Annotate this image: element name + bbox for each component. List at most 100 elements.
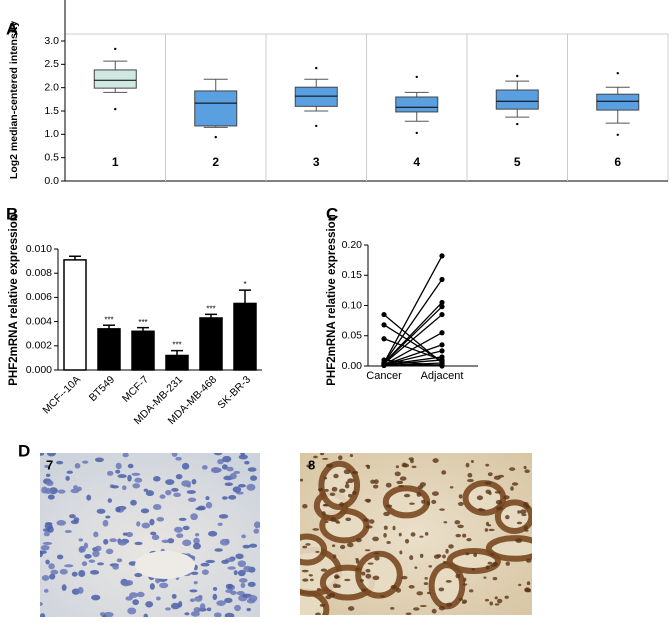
nucleus (465, 462, 470, 468)
nucleus (339, 502, 344, 507)
nucleus (401, 575, 408, 580)
nucleus (212, 593, 218, 601)
nucleus (439, 508, 445, 511)
micrograph (40, 453, 260, 617)
nucleus (224, 482, 233, 487)
nucleus (315, 550, 320, 553)
nucleus (190, 571, 199, 576)
nucleus (445, 548, 449, 554)
nucleus (122, 532, 128, 536)
x-tick-label: SK-BR-3 (215, 373, 253, 411)
nucleus (363, 518, 370, 522)
nucleus (419, 482, 426, 487)
nucleus (335, 584, 341, 589)
nucleus (50, 569, 59, 575)
nucleus (484, 481, 492, 485)
nucleus (153, 476, 161, 482)
nucleus (441, 470, 447, 475)
nucleus (186, 490, 196, 495)
point (439, 299, 445, 306)
nucleus (399, 550, 403, 555)
nucleus (313, 455, 318, 459)
nucleus (141, 522, 151, 529)
nucleus (426, 591, 431, 595)
nucleus (86, 494, 92, 501)
nucleus (145, 490, 155, 497)
y-tick-label: 0.5 (44, 151, 59, 163)
nucleus (344, 578, 351, 582)
nucleus (471, 568, 476, 571)
nucleus (152, 503, 162, 511)
gland (300, 533, 328, 566)
nucleus (115, 462, 122, 470)
panel-label: A (6, 19, 18, 38)
nucleus (69, 514, 76, 519)
y-tick-label: 3.0 (44, 35, 59, 47)
nucleus (383, 525, 388, 530)
nucleus (487, 472, 493, 477)
nucleus (386, 541, 391, 545)
nucleus (191, 478, 197, 485)
nucleus (200, 562, 210, 567)
nucleus (190, 611, 200, 617)
significance: *** (206, 304, 215, 313)
nucleus (305, 543, 311, 546)
nucleus (419, 535, 424, 538)
y-tick-label: 1.0 (44, 128, 59, 140)
nucleus (467, 478, 474, 483)
nucleus (467, 472, 473, 478)
nucleus (317, 487, 324, 492)
nucleus (212, 467, 222, 473)
nucleus (194, 596, 203, 602)
nucleus (477, 507, 484, 512)
nucleus (385, 504, 393, 508)
nucleus (333, 473, 339, 479)
nucleus (74, 463, 81, 469)
nucleus (96, 508, 106, 514)
nucleus (466, 538, 472, 542)
y-tick-label: 0.000 (26, 364, 52, 376)
nucleus (302, 545, 308, 549)
nucleus (409, 502, 415, 505)
outlier (415, 75, 418, 79)
nucleus (140, 508, 150, 514)
point (439, 311, 445, 318)
nucleus (116, 558, 123, 563)
nucleus (442, 554, 446, 559)
nucleus (212, 586, 218, 591)
nucleus (156, 516, 165, 522)
bar (63, 259, 87, 371)
nucleus (232, 486, 242, 493)
nucleus (82, 460, 89, 464)
nucleus (390, 584, 397, 590)
nucleus (408, 585, 415, 589)
nucleus (364, 549, 371, 552)
bar (233, 302, 257, 371)
nucleus (93, 531, 99, 538)
nucleus (233, 470, 241, 474)
nucleus (57, 489, 66, 494)
nucleus (461, 601, 467, 604)
nucleus (523, 525, 528, 531)
nucleus (181, 462, 190, 470)
panel-label: B (6, 204, 18, 223)
nucleus (216, 600, 226, 606)
nucleus (238, 483, 246, 488)
nucleus (48, 563, 55, 570)
nucleus (115, 506, 121, 513)
nucleus (45, 473, 51, 478)
nucleus (121, 580, 131, 587)
nucleus (66, 470, 74, 474)
nucleus (523, 502, 529, 507)
nucleus (195, 507, 205, 511)
nucleus (449, 486, 454, 489)
nucleus (490, 552, 495, 556)
outlier (114, 47, 117, 51)
nucleus (527, 588, 531, 593)
nucleus (136, 591, 145, 598)
nucleus (367, 562, 374, 565)
nucleus (171, 593, 177, 599)
y-axis-label: PHF2mRNA relative expression (326, 214, 338, 386)
nucleus (43, 531, 50, 537)
nucleus (395, 465, 399, 469)
